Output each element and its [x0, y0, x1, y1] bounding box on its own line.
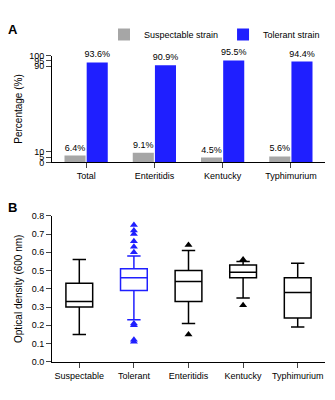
svg-text:90.9%: 90.9%	[153, 52, 179, 62]
svg-text:Enteritidis: Enteritidis	[169, 371, 209, 381]
svg-text:Kentucky: Kentucky	[204, 171, 242, 181]
svg-text:0.2: 0.2	[32, 320, 45, 330]
svg-text:95: 95	[34, 56, 44, 66]
svg-text:Typhimurium: Typhimurium	[265, 171, 317, 181]
svg-text:100: 100	[29, 51, 44, 61]
svg-text:0: 0	[39, 158, 44, 168]
svg-text:Total: Total	[77, 171, 96, 181]
svg-text:A: A	[8, 22, 18, 37]
svg-text:0.3: 0.3	[32, 302, 45, 312]
svg-text:Suspectable strain: Suspectable strain	[144, 30, 218, 40]
svg-text:0.7: 0.7	[32, 229, 45, 239]
svg-text:Suspectable: Suspectable	[55, 371, 105, 381]
svg-text:0.6: 0.6	[32, 247, 45, 257]
svg-text:5: 5	[39, 152, 44, 162]
svg-text:Percentage (%): Percentage (%)	[13, 74, 24, 143]
svg-text:9.1%: 9.1%	[133, 140, 154, 150]
svg-text:Tolerant: Tolerant	[118, 371, 151, 381]
svg-text:95.5%: 95.5%	[221, 47, 247, 57]
svg-text:Optical density (600 nm): Optical density (600 nm)	[13, 235, 24, 343]
svg-text:6.4%: 6.4%	[65, 143, 86, 153]
svg-text:5.6%: 5.6%	[270, 143, 291, 153]
svg-text:10: 10	[34, 147, 44, 157]
svg-text:0.1: 0.1	[32, 339, 45, 349]
svg-text:0.8: 0.8	[32, 211, 45, 221]
svg-text:4.5%: 4.5%	[201, 145, 222, 155]
svg-text:0.5: 0.5	[32, 266, 45, 276]
svg-text:B: B	[8, 200, 17, 215]
svg-text:Kentucky: Kentucky	[225, 371, 263, 381]
svg-text:93.6%: 93.6%	[84, 49, 110, 59]
svg-text:90: 90	[34, 61, 44, 71]
svg-text:Tolerant strain: Tolerant strain	[263, 30, 320, 40]
svg-text:0.0: 0.0	[32, 357, 45, 367]
svg-text:94.4%: 94.4%	[289, 49, 315, 59]
svg-text:0.4: 0.4	[32, 284, 45, 294]
svg-text:Typhimurium: Typhimurium	[272, 371, 324, 381]
svg-text:Enteritidis: Enteritidis	[135, 171, 175, 181]
